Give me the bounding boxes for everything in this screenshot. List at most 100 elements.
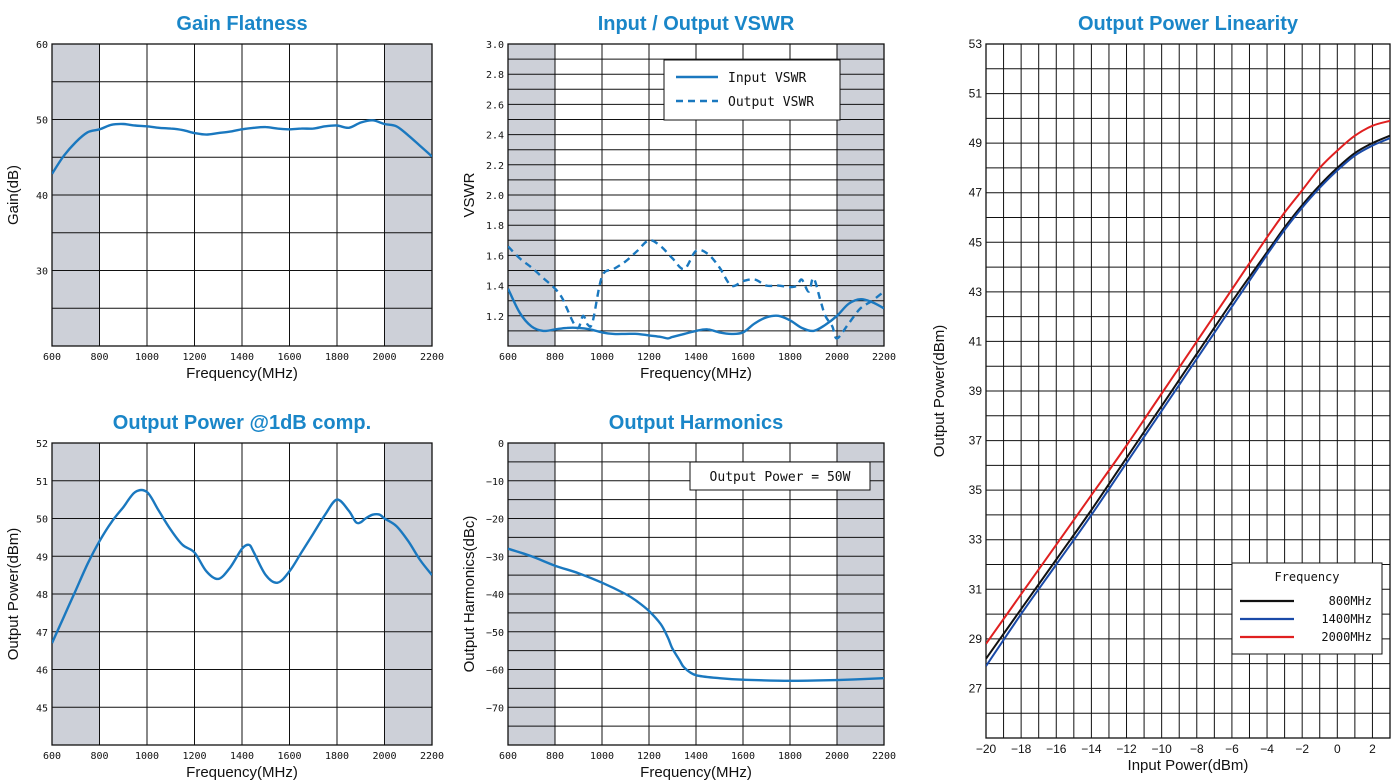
chart-title: Output Power @1dB comp. bbox=[113, 412, 371, 434]
y-tick-label: 27 bbox=[969, 681, 983, 695]
x-tick-label: 2000 bbox=[372, 751, 396, 762]
x-tick-label: 1600 bbox=[731, 751, 755, 762]
chart-title: Output Harmonics bbox=[609, 412, 783, 434]
x-tick-label: 800 bbox=[90, 751, 108, 762]
chart-title: Gain Flatness bbox=[176, 13, 307, 35]
y-tick-label: 43 bbox=[969, 285, 983, 299]
y-tick-label: −60 bbox=[486, 666, 504, 677]
x-tick-label: 2200 bbox=[872, 751, 896, 762]
x-tick-label: 2000 bbox=[372, 352, 396, 363]
plot-frame bbox=[51, 442, 433, 746]
chart-title: Input / Output VSWR bbox=[598, 13, 795, 35]
chart-title: Output Power Linearity bbox=[1078, 13, 1299, 35]
annotation-text: Output Power = 50W bbox=[710, 470, 851, 485]
y-tick-label: 46 bbox=[36, 666, 48, 677]
y-tick-label: 1.2 bbox=[486, 312, 504, 323]
y-tick-label: 49 bbox=[36, 552, 48, 563]
x-tick-label: 1600 bbox=[731, 352, 755, 363]
x-tick-label: 1800 bbox=[325, 352, 349, 363]
y-tick-label: 2.0 bbox=[486, 191, 504, 202]
x-tick-label: 2200 bbox=[872, 352, 896, 363]
x-tick-label: 1200 bbox=[182, 352, 206, 363]
x-tick-label: −12 bbox=[1116, 742, 1137, 756]
x-tick-label: −2 bbox=[1295, 742, 1309, 756]
chart-gain: Gain Flatness 600 800 1000 1200 1400 1600 1800 2… bbox=[5, 13, 444, 382]
x-tick-label: 1400 bbox=[684, 751, 708, 762]
y-tick-label: 1.4 bbox=[486, 282, 504, 293]
y-tick-label: 37 bbox=[969, 434, 983, 448]
y-tick-label: −30 bbox=[486, 552, 504, 563]
chart-vswr: Input / Output VSWR 600 800 1000 1200 1400 160… bbox=[461, 13, 896, 382]
x-tick-label: 1800 bbox=[778, 352, 802, 363]
x-tick-label: −20 bbox=[976, 742, 997, 756]
x-axis-label: Input Power(dBm) bbox=[1128, 757, 1249, 774]
annotation-box bbox=[689, 461, 871, 491]
y-tick-label: 47 bbox=[969, 186, 983, 200]
series-line-800mhz bbox=[986, 134, 1390, 660]
y-axis-label: Output Power(dBm) bbox=[5, 528, 22, 661]
y-axis-label: Output Power(dBm) bbox=[931, 325, 948, 458]
y-tick-label: 1.6 bbox=[486, 251, 504, 262]
x-tick-label: −8 bbox=[1190, 742, 1204, 756]
series-line-p1db bbox=[52, 488, 432, 644]
x-axis-label: Frequency(MHz) bbox=[186, 764, 298, 780]
x-tick-label: 1600 bbox=[277, 751, 301, 762]
x-tick-label: 800 bbox=[546, 751, 564, 762]
x-tick-label: 600 bbox=[43, 751, 61, 762]
y-tick-label: −10 bbox=[486, 477, 504, 488]
y-axis-label: Output Harmonics(dBc) bbox=[461, 516, 478, 673]
y-tick-label: 0 bbox=[498, 439, 504, 450]
x-tick-label: 0 bbox=[1334, 742, 1341, 756]
x-tick-label: −6 bbox=[1225, 742, 1239, 756]
x-tick-label: −16 bbox=[1046, 742, 1067, 756]
y-tick-label: 1.8 bbox=[486, 221, 504, 232]
x-tick-label: 600 bbox=[43, 352, 61, 363]
y-tick-label: −50 bbox=[486, 628, 504, 639]
legend-label: Output VSWR bbox=[728, 95, 814, 110]
y-tick-label: 50 bbox=[36, 116, 48, 127]
x-tick-label: −10 bbox=[1151, 742, 1172, 756]
legend-label: Input VSWR bbox=[728, 71, 806, 86]
y-tick-label: 51 bbox=[36, 477, 48, 488]
x-tick-label: 1600 bbox=[277, 352, 301, 363]
chart-p1db: Output Power @1dB comp. 600 800 1000 1200 140… bbox=[5, 412, 444, 780]
legend-box bbox=[1231, 562, 1383, 655]
legend-box bbox=[663, 59, 841, 121]
x-tick-label: 1200 bbox=[637, 352, 661, 363]
series-line-2000mhz bbox=[986, 119, 1390, 645]
x-tick-label: 1000 bbox=[590, 352, 614, 363]
series-line-1400mhz bbox=[986, 137, 1390, 667]
y-tick-label: 2.4 bbox=[486, 131, 504, 142]
x-tick-label: 1000 bbox=[590, 751, 614, 762]
x-axis-label: Frequency(MHz) bbox=[640, 365, 752, 382]
y-tick-label: 2.8 bbox=[486, 70, 504, 81]
x-tick-label: 1400 bbox=[230, 352, 254, 363]
y-tick-label: 3.0 bbox=[486, 40, 504, 51]
x-tick-label: −14 bbox=[1081, 742, 1102, 756]
x-tick-label: 2200 bbox=[420, 352, 444, 363]
x-tick-label: 800 bbox=[546, 352, 564, 363]
x-tick-label: −4 bbox=[1260, 742, 1274, 756]
plot-frame bbox=[51, 43, 433, 347]
x-axis-label: Frequency(MHz) bbox=[640, 764, 752, 780]
y-tick-label: 45 bbox=[36, 703, 48, 714]
plot-frame bbox=[985, 43, 1391, 739]
legend-label: 2000MHz bbox=[1321, 630, 1372, 644]
x-tick-label: 1200 bbox=[182, 751, 206, 762]
y-tick-label: 45 bbox=[969, 235, 983, 249]
y-axis-label: Gain(dB) bbox=[5, 165, 22, 225]
y-tick-label: 31 bbox=[969, 582, 983, 596]
y-tick-label: −70 bbox=[486, 703, 504, 714]
y-tick-label: 33 bbox=[969, 533, 983, 547]
x-tick-label: 1800 bbox=[325, 751, 349, 762]
x-tick-label: 2000 bbox=[825, 352, 849, 363]
y-tick-label: 51 bbox=[969, 87, 983, 101]
y-tick-label: 39 bbox=[969, 384, 983, 398]
y-tick-label: 2.2 bbox=[486, 161, 504, 172]
y-tick-label: 60 bbox=[36, 40, 48, 51]
plot-frame bbox=[507, 43, 885, 347]
y-tick-label: 2.6 bbox=[486, 100, 504, 111]
y-tick-label: −20 bbox=[486, 515, 504, 526]
y-tick-label: 35 bbox=[969, 483, 983, 497]
